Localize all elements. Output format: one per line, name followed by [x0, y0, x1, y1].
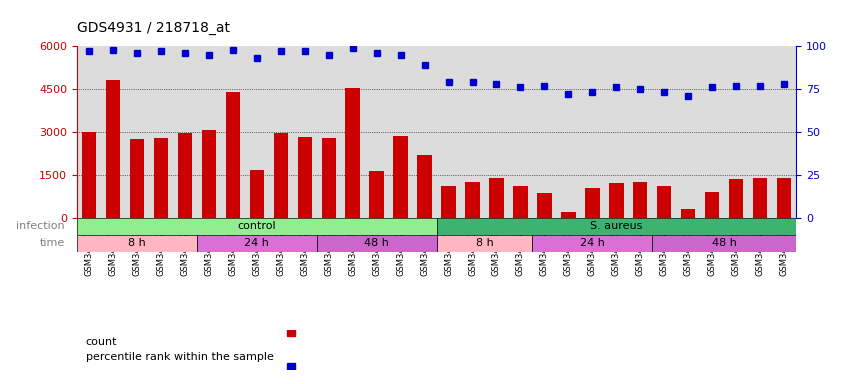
Text: 24 h: 24 h [580, 238, 605, 248]
Bar [609, 183, 623, 218]
Text: 8 h: 8 h [128, 238, 146, 248]
Bar [466, 182, 479, 218]
Bar [346, 88, 360, 218]
Bar [657, 186, 671, 218]
Text: 48 h: 48 h [711, 238, 737, 248]
Bar [418, 155, 431, 218]
Bar [633, 182, 647, 218]
Bar [154, 137, 168, 218]
Bar [394, 136, 407, 218]
Bar [538, 194, 551, 218]
Bar [82, 132, 96, 218]
Bar [442, 186, 455, 218]
Bar [130, 139, 144, 218]
Text: 24 h: 24 h [244, 238, 270, 248]
Bar [705, 192, 719, 218]
Bar [586, 188, 599, 218]
Bar [298, 137, 312, 218]
Text: 48 h: 48 h [364, 238, 389, 248]
Bar [729, 179, 743, 218]
Bar [370, 171, 383, 218]
Bar [490, 178, 503, 218]
Bar [178, 133, 192, 218]
Text: 8 h: 8 h [476, 238, 493, 248]
FancyBboxPatch shape [437, 235, 532, 252]
FancyBboxPatch shape [77, 235, 197, 252]
Text: time: time [40, 238, 65, 248]
Bar [274, 133, 288, 218]
Bar [322, 138, 336, 218]
Text: control: control [237, 221, 276, 231]
Bar [226, 93, 240, 218]
Text: GDS4931 / 218718_at: GDS4931 / 218718_at [77, 21, 230, 35]
FancyBboxPatch shape [77, 218, 437, 235]
FancyBboxPatch shape [437, 218, 796, 235]
FancyBboxPatch shape [652, 235, 796, 252]
Bar [250, 170, 264, 218]
Bar [514, 186, 527, 218]
Text: infection: infection [16, 221, 65, 231]
Bar [777, 178, 791, 218]
Bar [681, 209, 695, 218]
Bar [753, 178, 767, 218]
Bar [562, 212, 575, 218]
Bar [202, 130, 216, 218]
Text: S. aureus: S. aureus [590, 221, 643, 231]
FancyBboxPatch shape [532, 235, 652, 252]
FancyBboxPatch shape [197, 235, 317, 252]
FancyBboxPatch shape [317, 235, 437, 252]
Text: percentile rank within the sample: percentile rank within the sample [86, 352, 273, 362]
Bar [106, 80, 120, 218]
Text: count: count [86, 337, 117, 347]
